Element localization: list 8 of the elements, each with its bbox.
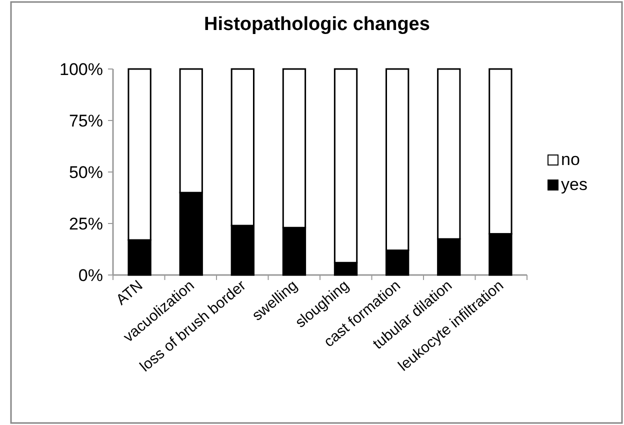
legend-label: yes xyxy=(561,175,588,194)
y-tick-label: 75% xyxy=(68,111,103,130)
y-tick-label: 50% xyxy=(68,162,103,182)
y-tick-label: 100% xyxy=(60,60,103,79)
y-tick-label: 0% xyxy=(78,266,103,285)
y-tick-label: 25% xyxy=(68,214,103,234)
chart-title: Histopathologic changes xyxy=(204,14,430,35)
legend-label: no xyxy=(561,150,580,169)
